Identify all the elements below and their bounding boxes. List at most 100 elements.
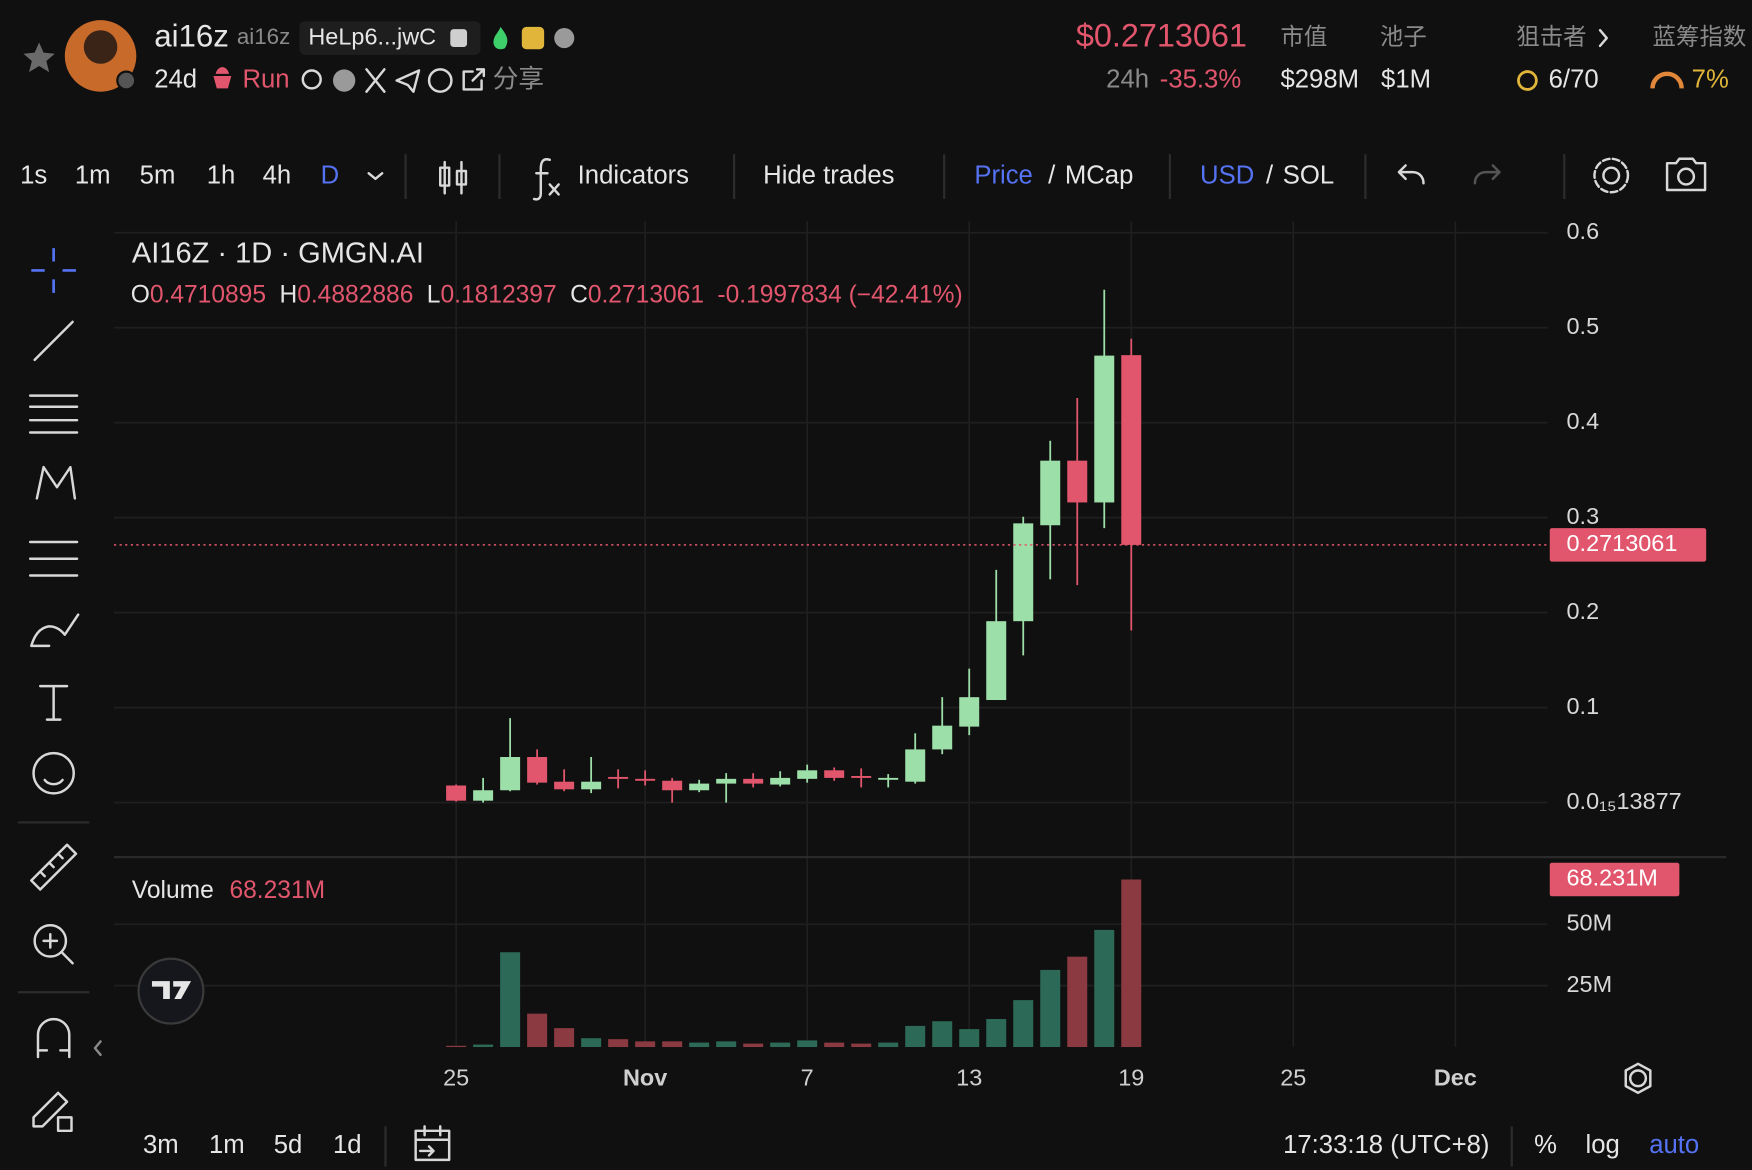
volume-bar [959, 1029, 980, 1048]
trendline-tool[interactable] [33, 320, 74, 362]
candle-body [1013, 523, 1034, 622]
bluechip-value: 7% [1692, 65, 1729, 93]
log-toggle[interactable]: log [1586, 1131, 1620, 1159]
crosshair-tool[interactable] [31, 248, 76, 293]
snipers-value: 6/70 [1549, 65, 1599, 93]
y-tick-label: 0.2 [1567, 598, 1600, 624]
x-icon[interactable] [365, 68, 386, 93]
share-icon[interactable] [462, 68, 486, 91]
usd-toggle[interactable]: USD [1200, 161, 1254, 189]
snipers-chevron[interactable] [1598, 29, 1608, 48]
interval[interactable]: 1s [20, 161, 47, 189]
copy-icon[interactable] [450, 29, 468, 47]
token-address[interactable]: HeLp6...jwC [308, 23, 436, 49]
candle-body [635, 778, 656, 781]
x-tick-label: 7 [801, 1065, 814, 1091]
range-button[interactable]: 1d [333, 1131, 362, 1159]
volume-bar [662, 1041, 683, 1048]
redo-icon[interactable] [1473, 164, 1501, 185]
undo-icon[interactable] [1397, 164, 1425, 185]
pattern-tool[interactable] [35, 465, 77, 500]
search-icon[interactable] [301, 69, 322, 90]
magnet-tool[interactable] [36, 1017, 71, 1059]
chart: 0.0₁₅13877 0.1 0.2 0.3 0.4 0.5 0.6 25M 50M 25 Nov 7… [113, 218, 1707, 1091]
screenshot-icon[interactable] [1665, 157, 1707, 192]
run-label[interactable]: Run [242, 65, 289, 93]
interval[interactable]: 4h [263, 161, 292, 189]
current-price: $0.2713061 [1076, 18, 1247, 54]
lock-drawing-tool[interactable] [32, 1091, 73, 1133]
avatar-badge [116, 70, 137, 91]
favorite-star[interactable] [23, 42, 55, 73]
ruler-tool[interactable] [30, 843, 78, 891]
avatar-face [83, 30, 118, 64]
address-box[interactable] [299, 21, 481, 55]
telegram-icon[interactable] [395, 69, 421, 93]
interval[interactable]: 5m [140, 161, 176, 189]
volume-bar [446, 1045, 467, 1048]
pump-icon[interactable] [332, 69, 356, 92]
zoom-tool[interactable] [33, 924, 68, 958]
axis-settings-frame[interactable] [1624, 1062, 1652, 1095]
candle-body [500, 757, 521, 791]
chart-type-icon[interactable] [439, 160, 468, 195]
snipers-label[interactable]: 狙击者 [1516, 23, 1586, 49]
fib-tool[interactable] [28, 394, 79, 434]
share-label[interactable]: 分享 [493, 64, 544, 93]
mcap-value: $298M [1280, 65, 1359, 93]
price-change: -35.3% [1160, 65, 1241, 93]
volume-bar [851, 1043, 872, 1048]
axis-settings-icon[interactable] [1628, 1069, 1648, 1088]
hide-trades-button[interactable]: Hide trades [763, 161, 894, 189]
settings-icon[interactable] [1602, 166, 1621, 185]
volume-bar [770, 1042, 791, 1048]
emoji-tool[interactable] [32, 751, 75, 795]
interval[interactable]: 1m [75, 161, 111, 189]
price-toggle[interactable]: Price [974, 161, 1033, 189]
percent-toggle[interactable]: % [1534, 1131, 1557, 1159]
screenshot-lens[interactable] [1677, 167, 1696, 186]
range-button[interactable]: 3m [143, 1131, 179, 1159]
pool-label: 池子 [1380, 23, 1427, 49]
volume-bar [797, 1040, 818, 1048]
interval-dropdown[interactable] [367, 172, 384, 181]
token-symbol: ai16z [237, 24, 290, 49]
volume-bar [608, 1039, 629, 1048]
candle-body [824, 770, 845, 778]
collapse-toolbar[interactable] [93, 1040, 102, 1057]
range-button[interactable]: 5d [274, 1131, 303, 1159]
text-tool[interactable] [38, 684, 69, 721]
toggle-separator: / [1048, 161, 1056, 189]
auto-toggle[interactable]: auto [1649, 1131, 1699, 1159]
tradingview-logo[interactable] [137, 957, 205, 1025]
candle-body [905, 749, 926, 782]
candle-body [554, 781, 575, 790]
x-tick-label: Dec [1434, 1065, 1477, 1091]
settings-gear[interactable] [1593, 157, 1630, 194]
interval-active[interactable]: D [321, 161, 340, 189]
indicators-icon[interactable] [532, 158, 560, 201]
web-icon[interactable] [427, 68, 453, 93]
volume-bar [581, 1038, 602, 1048]
mcap-toggle[interactable]: MCap [1065, 161, 1134, 189]
goto-date-icon[interactable] [414, 1125, 451, 1162]
x-tick-label: 25 [443, 1065, 469, 1091]
sol-toggle[interactable]: SOL [1283, 161, 1334, 189]
projection-tool[interactable] [28, 540, 79, 577]
candle-body [1040, 460, 1061, 526]
brush-tool[interactable] [30, 613, 80, 648]
candle-body [878, 777, 899, 780]
x-tick-label: 13 [956, 1065, 982, 1091]
interval[interactable]: 1h [207, 161, 236, 189]
candle-body [608, 776, 629, 779]
drawing-tools [17, 248, 102, 1133]
volume-bar [905, 1025, 926, 1048]
candle-body [689, 783, 710, 791]
change-label: 24h [1106, 65, 1149, 93]
indicators-button[interactable]: Indicators [578, 161, 689, 189]
footer: 3m 1m 5d 1d 17:33:18 (UTC+8) % log auto [143, 1125, 1699, 1167]
ohlc-value: 0.4710895 [150, 282, 266, 309]
volume-tick-label: 50M [1567, 909, 1613, 935]
range-button[interactable]: 1m [209, 1131, 245, 1159]
